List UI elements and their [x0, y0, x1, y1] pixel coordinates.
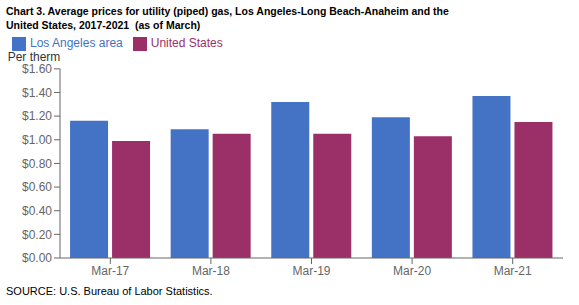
html-text:United States: United States [150, 36, 223, 50]
svg-text:$1.60: $1.60 [22, 62, 52, 76]
html-text:Chart 3. Average prices for ut: Chart 3. Average prices for utility (pip… [6, 5, 449, 17]
html-text:SOURCE: U.S. Bureau of Labor S: SOURCE: U.S. Bureau of Labor Statistics. [6, 285, 213, 297]
svg-text:$0.80: $0.80 [22, 157, 52, 171]
svg-text:Mar-17: Mar-17 [91, 264, 129, 278]
svg-text:$1.00: $1.00 [22, 133, 52, 147]
svg-text:$1.20: $1.20 [22, 109, 52, 123]
svg-text:$0.40: $0.40 [22, 204, 52, 218]
svg-text:Mar-19: Mar-19 [292, 264, 330, 278]
html-text:United States, 2017-2021 (as o: United States, 2017-2021 (as of March) [6, 19, 201, 31]
svg-text:$0.60: $0.60 [22, 180, 52, 194]
svg-text:Mar-18: Mar-18 [192, 264, 230, 278]
html-text:Los Angeles area: Los Angeles area [30, 36, 123, 50]
svg-text:Per therm: Per therm [8, 50, 60, 64]
svg-text:$1.40: $1.40 [22, 86, 52, 100]
svg-text:Mar-20: Mar-20 [393, 264, 431, 278]
svg-text:Mar-21: Mar-21 [494, 264, 532, 278]
svg-text:$0.20: $0.20 [22, 228, 52, 242]
svg-text:$0.00: $0.00 [22, 251, 52, 265]
